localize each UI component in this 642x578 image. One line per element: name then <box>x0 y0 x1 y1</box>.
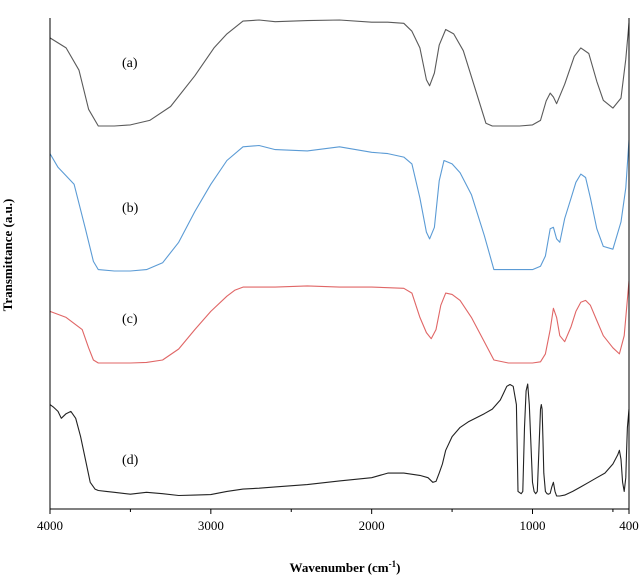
axes <box>49 18 630 514</box>
curve-labels: (a) (b) (c) (d) <box>122 56 139 468</box>
y-axis-title: Transmittance (a.u.) <box>0 199 15 312</box>
curve-label-a: (a) <box>122 56 138 71</box>
x-tick-label: 3000 <box>198 518 224 533</box>
x-axis-title: Wavenumber (cm-1) <box>290 559 401 575</box>
x-tick-label: 4000 <box>37 518 63 533</box>
x-tick-labels: 4000 3000 2000 1000 400 <box>37 518 639 533</box>
x-tick-label: 2000 <box>359 518 385 533</box>
spectrum-curve-d <box>49 383 630 497</box>
curve-label-c: (c) <box>122 312 138 327</box>
spectrum-curve-a <box>49 19 630 127</box>
x-tick-label: 1000 <box>520 518 546 533</box>
spectrum-curve-c <box>49 280 630 364</box>
curve-label-b: (b) <box>122 201 139 216</box>
spectra-curves <box>49 19 630 497</box>
curve-label-d: (d) <box>122 453 139 468</box>
x-tick-label: 400 <box>619 518 639 533</box>
spectrum-curve-b <box>49 139 630 272</box>
